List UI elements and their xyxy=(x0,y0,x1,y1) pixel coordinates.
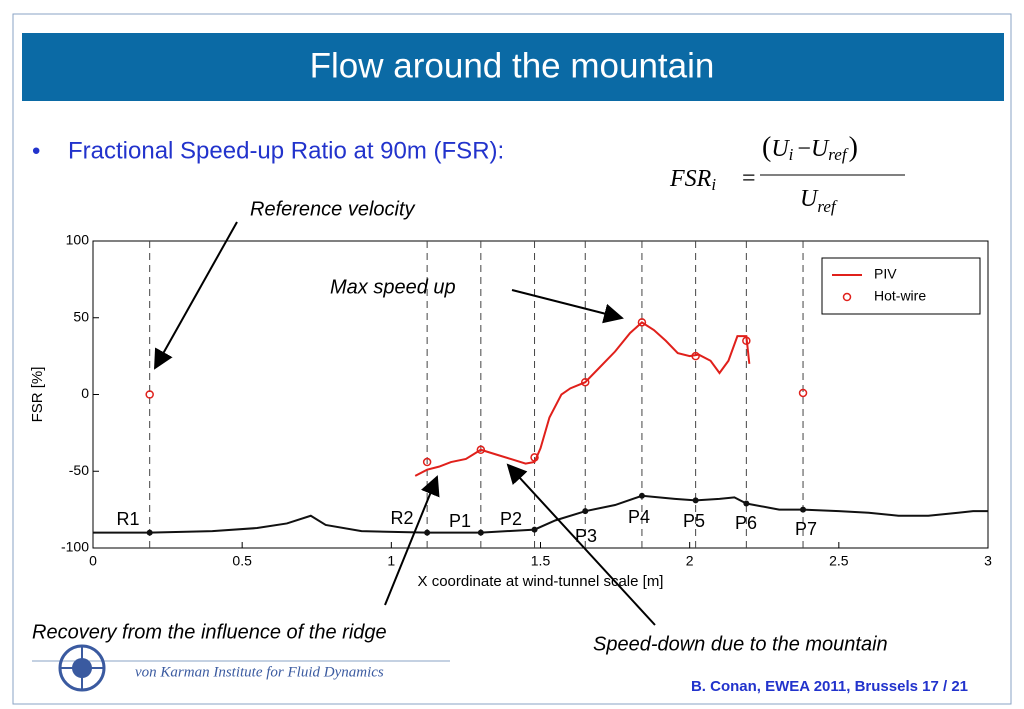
x-tick-label: 1.5 xyxy=(531,553,551,569)
formula-eq: = xyxy=(742,166,756,192)
x-axis-label: X coordinate at wind-tunnel scale [m] xyxy=(418,573,664,590)
probe-label: P6 xyxy=(735,513,757,533)
probe-label: R1 xyxy=(116,509,139,529)
probe-label: R2 xyxy=(390,508,413,528)
data-dot xyxy=(531,526,538,533)
probe-label: P3 xyxy=(575,526,597,546)
annotation: Max speed up xyxy=(330,276,456,298)
annotation-arrow xyxy=(154,221,238,370)
x-tick-label: 2.5 xyxy=(829,553,849,569)
data-dot xyxy=(146,529,153,536)
institute: von Karman Institute for Fluid Dynamics xyxy=(135,664,384,680)
legend-label: PIV xyxy=(874,266,897,282)
annotation: Reference velocity xyxy=(250,198,416,220)
bullet-text: Fractional Speed-up Ratio at 90m (FSR): xyxy=(68,137,504,164)
legend-box xyxy=(821,257,981,315)
data-dot xyxy=(582,508,589,515)
y-axis-label: FSR [%] xyxy=(29,367,46,423)
legend-swatch xyxy=(842,292,852,302)
y-tick-label: 50 xyxy=(73,308,89,324)
credit: B. Conan, EWEA 2011, Brussels 17 / 21 xyxy=(691,678,968,695)
data-marker xyxy=(476,445,486,455)
data-dot xyxy=(424,529,431,536)
annotation-arrow xyxy=(511,289,624,324)
chart: 0 0.5 1 1.5 2 2.5 3 -100 -50 0 50 100 X coordinate a… xyxy=(29,232,992,590)
annotation: Recovery from the influence of the ridge xyxy=(32,621,387,643)
y-tick-label: -50 xyxy=(69,462,89,478)
x-tick-label: 3 xyxy=(984,553,992,569)
annotation-arrow xyxy=(506,463,656,626)
title-bar xyxy=(22,33,1004,101)
slide-frame xyxy=(12,13,1012,705)
data-marker xyxy=(637,318,647,327)
probe-label: P7 xyxy=(795,519,817,539)
slide-title: Flow around the mountain xyxy=(310,46,715,85)
data-marker xyxy=(530,453,539,462)
x-tick-label: 0.5 xyxy=(232,553,252,569)
data-dot xyxy=(800,506,807,513)
probe-label: P2 xyxy=(500,509,522,529)
formula-den: Uref xyxy=(800,186,838,216)
legend-label: Hot-wire xyxy=(874,288,926,304)
x-tick-label: 0 xyxy=(89,553,97,569)
x-tick-label: 2 xyxy=(686,553,694,569)
data-marker xyxy=(145,390,154,399)
formula-num: (Ui −Uref) xyxy=(762,132,858,163)
x-tick-label: 1 xyxy=(387,553,395,569)
data-dot xyxy=(638,492,645,499)
formula-lhs: FSRi xyxy=(669,166,716,194)
data-dot xyxy=(477,529,484,536)
data-dot xyxy=(743,500,750,507)
formula: FSRi = (Ui −Uref) Uref xyxy=(669,132,905,216)
y-tick-label: -100 xyxy=(61,539,89,555)
y-tick-label: 100 xyxy=(66,232,90,248)
probe-label: P5 xyxy=(683,511,705,531)
data-marker xyxy=(742,336,751,346)
bullet-dot: • xyxy=(32,137,40,164)
y-tick-label: 0 xyxy=(81,385,89,401)
probe-label: P1 xyxy=(449,511,471,531)
annotation: Speed-down due to the mountain xyxy=(593,633,888,655)
probe-label: P4 xyxy=(628,507,650,527)
data-marker xyxy=(422,457,432,467)
logo xyxy=(58,644,106,692)
data-marker xyxy=(798,388,808,398)
data-marker xyxy=(691,351,700,361)
data-marker xyxy=(581,377,590,387)
data-dot xyxy=(692,497,699,504)
annotation-arrow xyxy=(384,475,440,606)
